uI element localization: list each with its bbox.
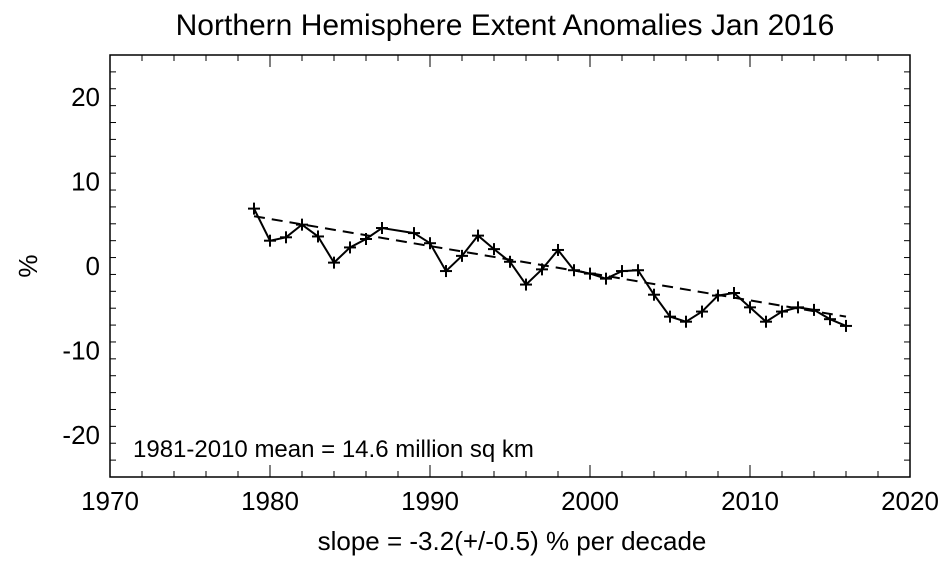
mean-annotation: 1981-2010 mean = 14.6 million sq km	[133, 436, 534, 463]
data-point-marker	[680, 315, 692, 328]
data-point-marker	[776, 305, 788, 318]
x-tick-label: 2020	[881, 486, 939, 516]
data-point-marker	[744, 301, 756, 314]
y-axis: 20 10 0 -10 -20	[62, 82, 100, 450]
minor-ticks	[109, 54, 911, 478]
data-point-marker	[312, 230, 324, 243]
plot-frame-group	[109, 54, 911, 478]
data-point-marker	[552, 243, 564, 256]
data-point-marker	[472, 229, 484, 242]
data-point-marker	[584, 267, 596, 280]
data-point-marker	[248, 202, 260, 215]
x-tick-label: 2010	[721, 486, 779, 516]
x-tick-label: 2000	[561, 486, 619, 516]
data-point-marker	[440, 265, 452, 278]
chart-title: Northern Hemisphere Extent Anomalies Jan…	[176, 9, 835, 42]
data-point-marker	[456, 249, 468, 262]
anomaly-line	[253, 208, 847, 327]
data-point-marker	[648, 288, 660, 301]
data-point-marker	[376, 222, 388, 235]
data-point-marker	[616, 265, 628, 278]
data-point-marker	[760, 315, 772, 328]
data-point-marker	[504, 255, 516, 268]
trend-line	[253, 215, 847, 318]
data-point-marker	[824, 313, 836, 326]
series-layer	[248, 202, 852, 332]
data-point-marker	[520, 278, 532, 291]
data-point-marker	[696, 305, 708, 318]
data-point-marker	[264, 234, 276, 247]
data-point-marker	[408, 227, 420, 240]
data-point-marker	[712, 289, 724, 302]
y-tick-label: 10	[71, 167, 100, 197]
data-point-marker	[536, 263, 548, 276]
data-point-marker	[424, 237, 436, 250]
data-point-marker	[360, 232, 372, 245]
data-point-marker	[632, 264, 644, 277]
y-axis-label: %	[13, 254, 43, 277]
data-point-marker	[600, 272, 612, 285]
data-point-marker	[664, 310, 676, 323]
x-axis: 1970 1980 1990 2000 2010 2020	[81, 486, 939, 516]
x-tick-label: 1980	[241, 486, 299, 516]
data-point-marker	[488, 243, 500, 256]
x-tick-label: 1970	[81, 486, 139, 516]
plot-frame	[109, 54, 911, 478]
data-point-marker	[280, 231, 292, 244]
data-point-marker	[808, 303, 820, 316]
data-point-marker	[840, 319, 852, 332]
y-tick-label: -10	[62, 335, 100, 365]
x-axis-label: slope = -3.2(+/-0.5) % per decade	[318, 526, 707, 556]
data-point-marker	[792, 301, 804, 314]
data-point-marker	[344, 241, 356, 254]
data-point-marker	[328, 256, 340, 269]
y-tick-label: -20	[62, 420, 100, 450]
x-tick-label: 1990	[401, 486, 459, 516]
y-tick-label: 0	[86, 251, 100, 281]
data-point-marker	[728, 287, 740, 300]
data-point-marker	[568, 264, 580, 277]
y-tick-label: 20	[71, 82, 100, 112]
data-point-marker	[296, 218, 308, 231]
